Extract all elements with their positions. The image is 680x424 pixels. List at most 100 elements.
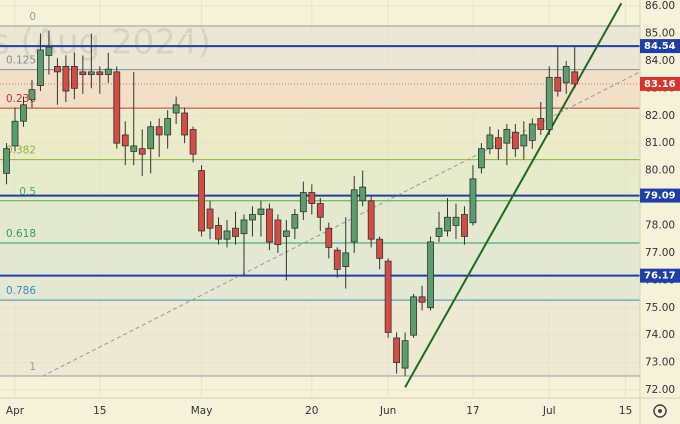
fib-label: 1 — [29, 361, 36, 373]
candle-body — [87, 71, 95, 76]
candle-body — [461, 214, 468, 237]
candle-body — [384, 260, 392, 333]
candle-body — [206, 208, 214, 229]
candle-body — [11, 120, 19, 147]
gear[interactable] — [653, 404, 667, 418]
candle-body — [20, 104, 27, 122]
candle-body — [274, 219, 282, 246]
candle-body — [266, 208, 273, 243]
level-tag — [640, 39, 680, 54]
candle-body — [554, 76, 562, 92]
candle-body — [333, 249, 341, 270]
candle-body — [138, 148, 146, 155]
candle-body — [478, 148, 485, 169]
candle-body — [469, 178, 477, 224]
candle-body — [486, 134, 494, 150]
y-tick-label: 73.00 — [645, 357, 675, 369]
fib-label: 0 — [29, 11, 36, 23]
candle-body — [79, 71, 87, 76]
candle-body — [189, 129, 197, 155]
x-tick-label: Jul — [542, 405, 556, 417]
candle-body — [367, 200, 375, 240]
y-tick-label: 74.00 — [645, 329, 675, 341]
candle-body — [537, 118, 545, 130]
candle-body — [511, 131, 519, 150]
x-tick-label: Apr — [6, 405, 25, 417]
candle-body — [325, 227, 333, 248]
fib-zone — [0, 159, 640, 201]
candle-body — [528, 123, 536, 141]
candle-body — [418, 296, 426, 303]
fib-zone — [0, 243, 640, 301]
y-tick-label: 84.00 — [645, 55, 675, 67]
candle-body — [249, 214, 256, 221]
candle-body — [562, 65, 570, 84]
candle-body — [503, 129, 511, 144]
y-tick-label: 82.00 — [645, 110, 675, 122]
candle-body — [223, 230, 231, 240]
x-tick-label: May — [191, 405, 213, 417]
fib-zone — [0, 69, 640, 109]
candle-body — [181, 112, 189, 136]
candle-body — [45, 46, 53, 56]
candle-body — [54, 65, 61, 73]
candle-body — [410, 296, 417, 336]
y-tick-label: 75.00 — [645, 302, 675, 314]
candle-body — [147, 126, 155, 150]
candle-body — [28, 89, 36, 100]
candle-body — [282, 230, 290, 237]
level-tag — [640, 188, 680, 203]
candle-body — [291, 214, 299, 229]
y-tick-label: 85.00 — [645, 27, 675, 39]
fib-label: 0.618 — [6, 228, 36, 240]
candle-body — [342, 252, 350, 268]
fib-label: 0.786 — [6, 285, 36, 297]
settings-icon[interactable] — [653, 404, 667, 418]
y-tick-label: 86.00 — [645, 0, 675, 12]
candle-body — [545, 76, 553, 130]
level-label: 76.17 — [644, 271, 676, 282]
candle-body — [427, 241, 434, 309]
watermark: s (Aug 2024) — [0, 23, 211, 63]
candle-body — [232, 227, 239, 237]
x-tick-label: 20 — [305, 405, 318, 417]
candle-body — [37, 49, 44, 86]
y-tick-label: 78.00 — [645, 219, 675, 231]
x-tick-label: 15 — [619, 405, 632, 417]
candle-body — [121, 134, 129, 147]
x-tick-label: Jun — [379, 405, 396, 417]
candle-body — [164, 118, 172, 136]
candle-body — [104, 68, 112, 76]
candle-body — [155, 126, 163, 136]
candle-body — [308, 192, 316, 204]
candle-body — [452, 216, 460, 226]
candle-body — [494, 137, 502, 150]
candle-body — [520, 134, 528, 147]
gear-center[interactable] — [658, 409, 662, 413]
last-price-tag — [640, 76, 680, 91]
candle-body — [130, 145, 138, 152]
candle-body — [435, 227, 443, 237]
last-price-label: 83.16 — [644, 79, 676, 90]
y-tick-label: 81.00 — [645, 137, 675, 149]
y-tick-label: 72.00 — [645, 384, 675, 396]
candle-body — [113, 71, 121, 144]
x-tick-label: 15 — [93, 405, 106, 417]
candle-body — [198, 170, 205, 232]
fib-zone — [0, 300, 640, 377]
candle-body — [571, 71, 579, 85]
candle-body — [172, 104, 180, 114]
x-tick-label: 17 — [466, 405, 479, 417]
y-tick-label: 80.00 — [645, 165, 675, 177]
candle-body — [3, 148, 10, 174]
level-label: 79.09 — [644, 191, 676, 202]
plot: s (Aug 2024)00.1250.2360.3820.50.6180.78… — [0, 0, 641, 398]
candle-body — [401, 340, 409, 369]
candle-body — [393, 337, 401, 364]
trend-line — [404, 2, 623, 388]
candle-body — [62, 65, 70, 92]
candle-body — [240, 219, 248, 235]
candle-body — [96, 71, 104, 76]
